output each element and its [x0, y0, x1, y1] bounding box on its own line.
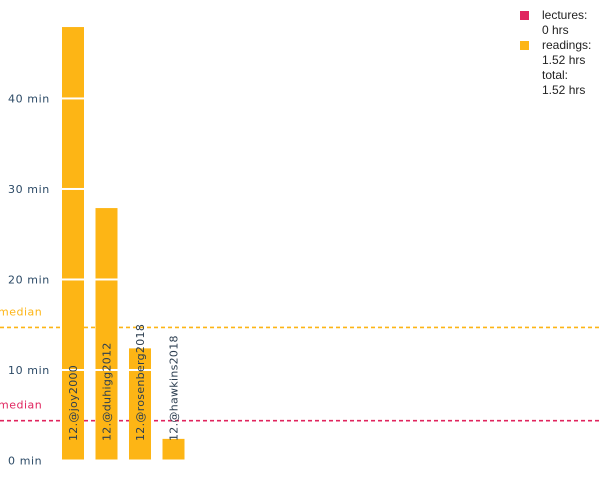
bar-label: 12.@hawkins2018: [168, 335, 181, 441]
legend-swatch-lectures: [520, 11, 529, 20]
y-tick-label: 10 min: [8, 364, 50, 377]
legend-readings-value: 1.52 hrs: [542, 53, 586, 67]
legend-total-label: total:: [542, 68, 569, 82]
legend-readings-label: readings:: [542, 38, 592, 52]
bar-segment-readings: [62, 189, 84, 279]
legend: lectures: 0 hrs readings: 1.52 hrs total…: [520, 8, 600, 98]
bars: [62, 27, 185, 460]
y-tick-label: 0 min: [8, 455, 42, 468]
bar-segment-readings: [95, 280, 118, 369]
y-tick-label: 30 min: [8, 183, 50, 196]
median-lines: median median: [0, 305, 600, 422]
y-tick-label: 40 min: [8, 92, 50, 105]
bar-segment-readings: [162, 438, 185, 460]
bar-segment-readings: [129, 370, 151, 460]
bar-label: 12.@duhigg2012: [101, 342, 114, 441]
legend-item-lectures: lectures: 0 hrs: [520, 8, 600, 38]
legend-total: total: 1.52 hrs: [520, 68, 600, 98]
bar-segment-readings: [95, 208, 118, 279]
legend-item-readings: readings: 1.52 hrs: [520, 38, 600, 68]
bar-segment-readings: [95, 370, 118, 460]
legend-lectures-label: lectures:: [542, 8, 588, 22]
median-label-readings: median: [0, 305, 42, 318]
bar-segment-readings: [62, 99, 84, 188]
legend-total-value: 1.52 hrs: [542, 83, 586, 97]
bar-segment-readings: [129, 348, 151, 369]
bar-segment-readings: [62, 27, 84, 98]
legend-swatch-readings: [520, 41, 529, 50]
y-tick-label: 20 min: [8, 273, 50, 286]
bar-labels: 12.@joy2000 12.@duhigg2012 12.@rosenberg20…: [67, 324, 181, 441]
bar-segment-readings: [62, 280, 84, 369]
y-axis-ticks: 0 min 10 min 20 min 30 min 40 min: [8, 92, 50, 468]
bar-label: 12.@joy2000: [67, 365, 80, 441]
bar-segment-readings: [62, 370, 84, 460]
median-label-lectures: median: [0, 399, 42, 412]
bar-label: 12.@rosenberg2018: [134, 324, 147, 441]
legend-lectures-value: 0 hrs: [542, 23, 569, 37]
